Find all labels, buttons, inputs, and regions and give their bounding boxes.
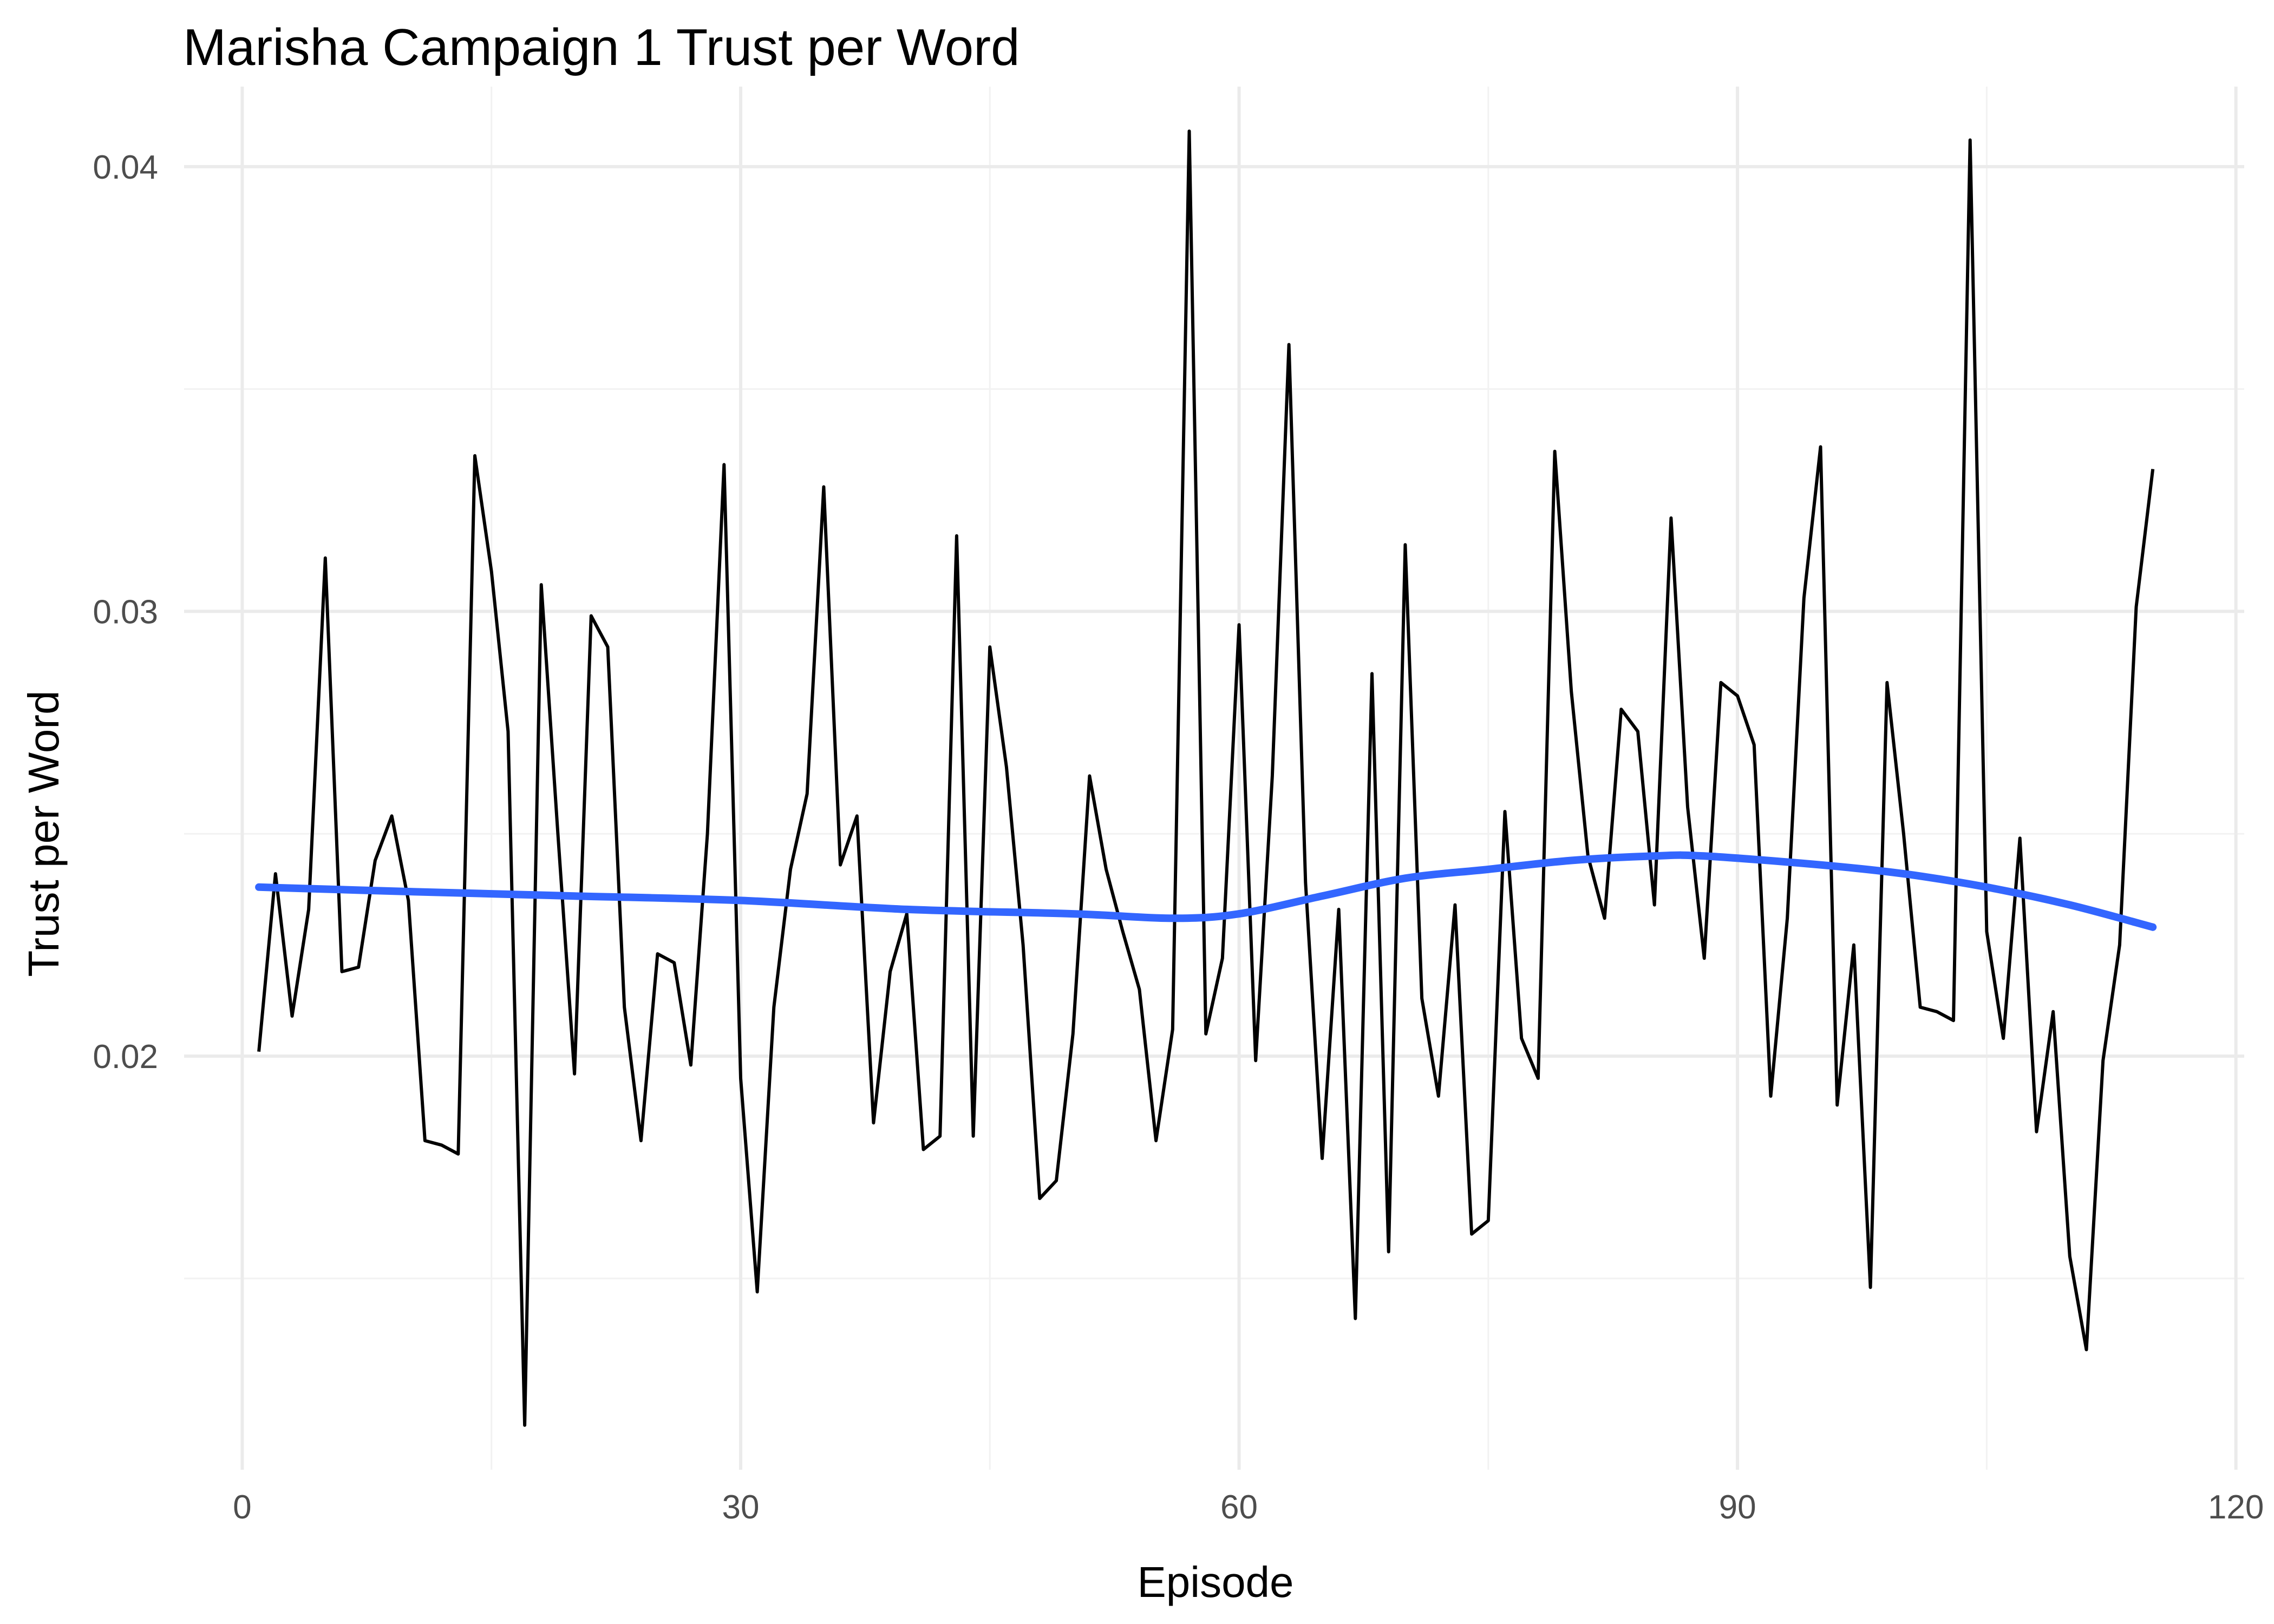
y-tick-label: 0.02 xyxy=(93,1038,158,1076)
x-tick-label: 60 xyxy=(1220,1489,1258,1526)
y-axis-title: Trust per Word xyxy=(19,690,68,977)
x-axis-title: Episode xyxy=(1137,1558,1293,1606)
y-axis-ticks: 0.02 0.03 0.04 xyxy=(93,149,158,1076)
smoothed-trend-line xyxy=(255,851,2157,931)
trust-per-word-line xyxy=(257,129,2155,1427)
y-tick-label: 0.04 xyxy=(93,149,158,186)
grid xyxy=(184,87,2244,1470)
x-tick-label: 30 xyxy=(722,1489,759,1526)
x-axis-ticks: 0 30 60 90 120 xyxy=(233,1489,2264,1526)
plot-area xyxy=(255,129,2157,1427)
x-tick-label: 90 xyxy=(1719,1489,1756,1526)
x-tick-label: 120 xyxy=(2208,1489,2264,1526)
y-tick-label: 0.03 xyxy=(93,593,158,631)
x-tick-label: 0 xyxy=(233,1489,251,1526)
chart-title: Marisha Campaign 1 Trust per Word xyxy=(183,18,1020,76)
